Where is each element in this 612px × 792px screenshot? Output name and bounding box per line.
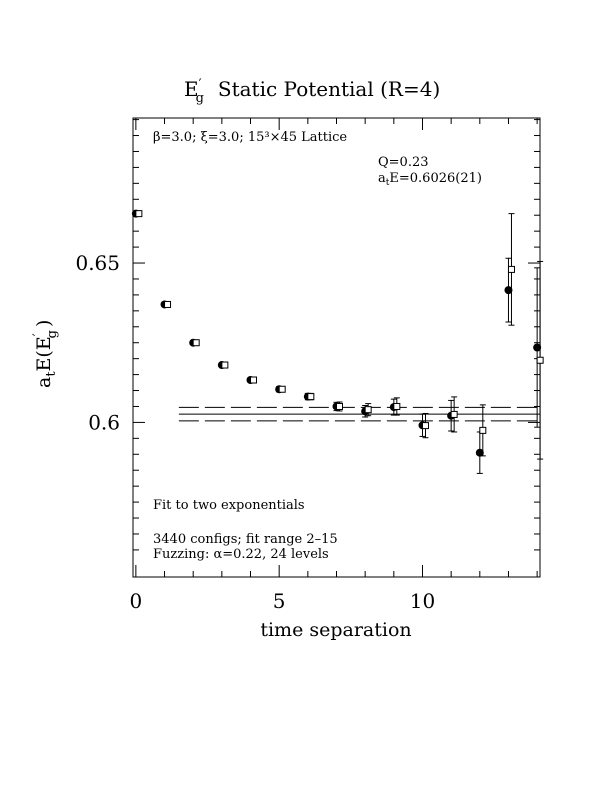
data-point — [307, 393, 315, 401]
fit-band — [178, 406, 540, 422]
data-point — [336, 402, 343, 410]
data-point — [278, 385, 286, 393]
y-label-E: E(E — [33, 336, 55, 371]
data-point — [135, 210, 143, 218]
series-open-squares — [135, 210, 544, 460]
data-point — [421, 422, 429, 430]
y-tick-label: 0.6 — [88, 410, 120, 434]
x-tick-label: 0 — [129, 589, 142, 613]
data-point — [536, 356, 544, 364]
data-point — [393, 402, 401, 410]
chart-title: E′ g Static Potential (R=4) — [184, 77, 440, 106]
data-point — [504, 286, 513, 295]
configs-label: 3440 configs; fit range 2–15 — [153, 532, 338, 547]
y-axis-label: atE(E′g) — [31, 320, 60, 388]
fit-energy-label: atE=0.6026(21) — [378, 171, 482, 188]
title-main-letter: E — [184, 77, 199, 101]
fit-energy-sub: t — [386, 178, 390, 188]
title-rest: Static Potential (R=4) — [218, 77, 440, 101]
y-label-close: ) — [33, 320, 55, 327]
data-point — [364, 406, 372, 414]
data-point — [475, 448, 484, 457]
x-tick-label: 10 — [410, 589, 435, 613]
fit-energy-a: a — [378, 171, 386, 186]
fit-method-label: Fit to two exponentials — [153, 498, 305, 513]
y-label-E-sub: g — [45, 330, 60, 338]
x-axis-label: time separation — [260, 619, 411, 641]
title-main-sub: g — [196, 91, 204, 106]
x-tick-label: 5 — [273, 589, 286, 613]
data-point — [164, 300, 172, 308]
y-label-a-sub: t — [44, 371, 59, 377]
y-label-E-sup: ′ — [31, 333, 46, 336]
fit-energy-rest: E=0.6026(21) — [389, 171, 482, 186]
data-point — [479, 426, 487, 434]
axis-ticks — [133, 118, 540, 577]
y-label-a: a — [33, 377, 55, 388]
data-point — [507, 265, 515, 273]
data-point — [192, 339, 200, 347]
fit-q-label: Q=0.23 — [378, 155, 429, 170]
axis-tick-labels: 0 5 10 0.6 0.65 — [75, 251, 435, 613]
data-point — [250, 376, 258, 384]
data-point — [533, 343, 542, 352]
lattice-subtitle: β=3.0; ξ=3.0; 15³×45 Lattice — [153, 130, 347, 145]
title-main-sup: ′ — [199, 77, 202, 92]
fuzzing-label: Fuzzing: α=0.22, 24 levels — [153, 547, 329, 562]
data-point — [221, 361, 229, 369]
data-point — [450, 410, 458, 418]
y-tick-label: 0.65 — [75, 251, 120, 275]
